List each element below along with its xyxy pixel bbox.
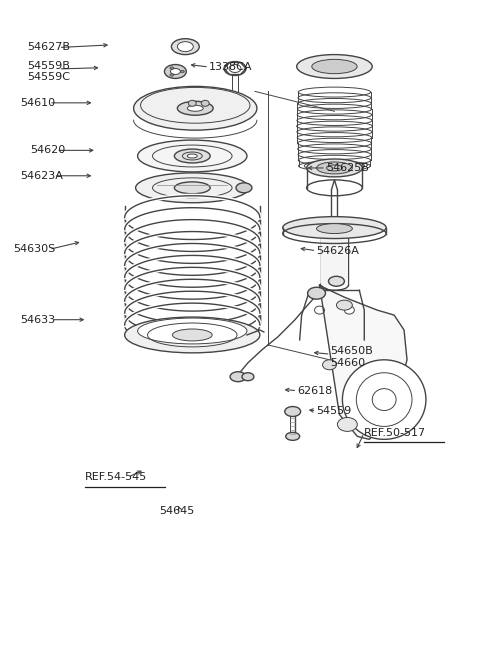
Ellipse shape: [170, 67, 174, 69]
Ellipse shape: [344, 306, 354, 314]
Ellipse shape: [170, 74, 174, 76]
Ellipse shape: [174, 182, 210, 194]
Ellipse shape: [342, 360, 426, 440]
Text: 54645: 54645: [159, 506, 194, 516]
Text: 1338CA: 1338CA: [209, 62, 252, 72]
Text: 54625B: 54625B: [326, 163, 369, 173]
Ellipse shape: [180, 70, 184, 73]
Ellipse shape: [312, 60, 357, 73]
Ellipse shape: [285, 407, 300, 417]
Text: 54630S: 54630S: [13, 244, 56, 254]
Text: 54559B
54559C: 54559B 54559C: [28, 61, 71, 83]
Ellipse shape: [307, 159, 362, 177]
Bar: [321, 223, 348, 285]
Text: 54620: 54620: [30, 145, 65, 155]
Ellipse shape: [283, 217, 386, 238]
Text: REF.50-517: REF.50-517: [364, 428, 426, 438]
Ellipse shape: [286, 432, 300, 440]
Ellipse shape: [297, 54, 372, 79]
Ellipse shape: [187, 105, 203, 111]
Polygon shape: [320, 285, 407, 440]
Ellipse shape: [337, 417, 357, 432]
Ellipse shape: [328, 276, 344, 286]
Ellipse shape: [242, 373, 254, 381]
Text: 54650B
54660: 54650B 54660: [331, 346, 373, 367]
Ellipse shape: [138, 318, 247, 344]
Ellipse shape: [336, 300, 352, 310]
Ellipse shape: [178, 102, 213, 115]
Ellipse shape: [236, 183, 252, 193]
Text: REF.54-545: REF.54-545: [85, 472, 147, 482]
Ellipse shape: [171, 39, 199, 54]
Ellipse shape: [316, 162, 352, 174]
Ellipse shape: [165, 65, 186, 79]
Ellipse shape: [188, 100, 196, 106]
Ellipse shape: [201, 100, 209, 106]
Ellipse shape: [323, 360, 336, 370]
Ellipse shape: [170, 69, 180, 75]
Ellipse shape: [133, 86, 257, 130]
Text: 54633: 54633: [21, 314, 56, 325]
Text: 54610: 54610: [21, 98, 56, 108]
Ellipse shape: [230, 372, 246, 382]
Ellipse shape: [308, 288, 325, 299]
Ellipse shape: [172, 329, 212, 341]
Text: 54626A: 54626A: [316, 246, 359, 255]
Text: 54627B: 54627B: [28, 43, 71, 52]
Text: 54623A: 54623A: [21, 171, 63, 181]
Ellipse shape: [316, 223, 352, 234]
Text: 62618: 62618: [297, 386, 333, 396]
Ellipse shape: [314, 306, 324, 314]
Ellipse shape: [187, 154, 197, 158]
Ellipse shape: [136, 173, 249, 203]
Text: 54559: 54559: [316, 406, 352, 416]
Ellipse shape: [332, 221, 337, 227]
Ellipse shape: [125, 317, 260, 353]
Ellipse shape: [138, 140, 247, 172]
Ellipse shape: [178, 42, 193, 52]
Ellipse shape: [174, 149, 210, 163]
Ellipse shape: [321, 219, 348, 229]
